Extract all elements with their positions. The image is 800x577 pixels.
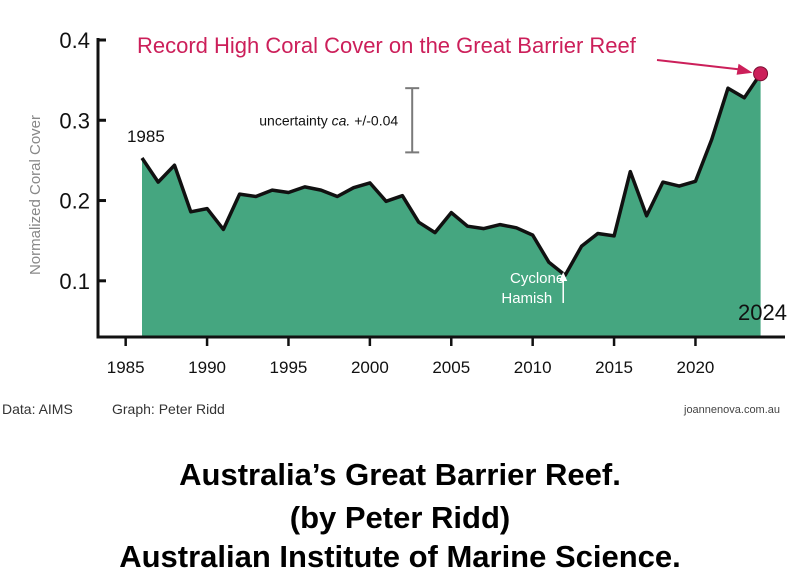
x-tick-label: 1995 [270, 358, 308, 377]
uncertainty-label-part: +/-0.04 [350, 112, 398, 128]
coral-cover-line [140, 72, 763, 277]
y-axis-label: Normalized Coral Cover [27, 115, 44, 275]
cyclone-label-line2: Hamish [501, 290, 552, 307]
y-tick-label: 0.4 [59, 28, 90, 53]
end-year-label: 2024 [738, 300, 787, 325]
caption-line-2: (by Peter Ridd) [289, 500, 511, 535]
x-tick-label: 2010 [514, 358, 552, 377]
uncertainty-label-part: uncertainty [259, 112, 331, 128]
coral-cover-area [142, 73, 761, 337]
start-year-label: 1985 [127, 127, 165, 146]
y-tick-label: 0.2 [59, 189, 90, 214]
website-credit: joannenova.com.au [684, 404, 781, 416]
coral-cover-chart: Record High Coral Cover on the Great Bar… [27, 28, 787, 377]
plot-area: 0.1 0.2 0.3 0.4 1985 1990 1995 2000 2005 2010 2015… [59, 28, 787, 377]
graph-author-credit: Graph: Peter Ridd [112, 401, 225, 417]
cyclone-label-line1: Cyclone [510, 270, 564, 287]
data-source-credit: Data: AIMS [2, 401, 73, 417]
y-tick-label: 0.1 [59, 269, 90, 294]
x-tick-label: 2020 [677, 358, 715, 377]
cyclone-arrow-head [559, 272, 568, 281]
caption-line-3: Australian Institute of Marine Science. [119, 539, 681, 574]
record-high-marker [753, 66, 769, 82]
record-arrow-head [736, 63, 753, 75]
uncertainty-label: uncertainty ca. +/-0.04 [259, 112, 398, 128]
caption-line-1: Australia’s Great Barrier Reef. [179, 457, 621, 492]
x-tick-label: 1985 [107, 358, 145, 377]
y-tick-label: 0.3 [59, 108, 90, 133]
chart-title: Record High Coral Cover on the Great Bar… [137, 33, 637, 58]
x-tick-label: 2015 [595, 358, 633, 377]
x-tick-label: 1990 [188, 358, 226, 377]
uncertainty-label-part: ca. [332, 112, 351, 128]
x-tick-label: 2005 [432, 358, 470, 377]
record-arrow-shaft [656, 59, 743, 71]
x-tick-label: 2000 [351, 358, 389, 377]
